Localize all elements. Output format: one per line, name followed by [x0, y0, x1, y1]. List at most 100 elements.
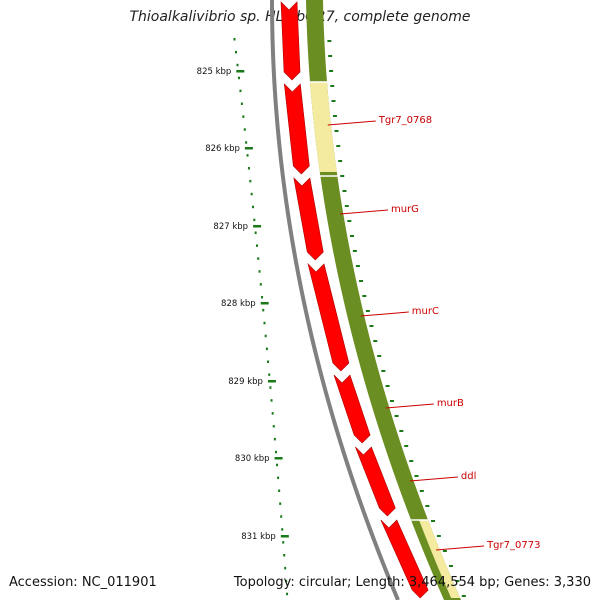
ruler-minor-tick: [265, 347, 268, 351]
orf-tick: [340, 175, 345, 177]
ruler-minor-tick: [254, 231, 257, 234]
ruler-minor-tick: [245, 141, 248, 144]
orf-tick: [404, 445, 409, 447]
ruler-major-tick: [274, 457, 283, 460]
ruler-minor-tick: [242, 115, 245, 118]
ruler-label: 827 kbp: [213, 222, 248, 232]
ruler-minor-tick: [272, 425, 275, 428]
orf-tick: [425, 505, 430, 507]
accession-label: Accession: NC_011901: [9, 575, 157, 590]
ruler-minor-tick: [274, 450, 277, 454]
orf-tick: [329, 70, 334, 72]
ruler-major-tick: [244, 147, 253, 150]
ruler-minor-tick: [257, 257, 260, 260]
ruler-minor-tick: [282, 541, 285, 544]
backbone-line: [270, 0, 400, 600]
orf-track: [306, 0, 461, 600]
ruler-minor-tick: [278, 489, 281, 492]
map-title: Thioalkalivibrio sp. HL-EbGR7, complete …: [129, 9, 471, 25]
ruler-minor-tick: [237, 76, 240, 80]
orf-tick: [449, 565, 454, 567]
ruler-label: 831 kbp: [241, 532, 276, 542]
ruler-major-tick: [260, 302, 269, 305]
ruler-minor-tick: [268, 373, 271, 376]
orf-tick: [385, 385, 390, 387]
orf-tick: [362, 295, 367, 297]
ruler-minor-tick: [233, 38, 236, 41]
ruler-minor-tick: [249, 179, 252, 183]
ruler-minor-tick: [270, 399, 273, 402]
orf-tick: [436, 535, 441, 537]
ruler-minor-tick: [251, 205, 254, 209]
cds-track: [280, 1, 429, 599]
genome-summary: Topology: circular; Length: 3,464,554 bp…: [233, 575, 591, 590]
ruler-minor-tick: [285, 579, 288, 583]
ruler-minor-tick: [253, 218, 256, 222]
ruler-minor-tick: [262, 308, 265, 312]
ruler-minor-tick: [243, 128, 246, 131]
ruler-minor-tick: [236, 63, 239, 67]
ruler-label: 825 kbp: [197, 67, 232, 77]
ruler-major-tick: [280, 535, 289, 538]
ruler-minor-tick: [276, 463, 279, 467]
cds-arrow: [333, 374, 371, 444]
ruler-minor-tick: [269, 386, 272, 389]
gene-pointer: [360, 311, 409, 317]
orf-tick: [461, 595, 466, 597]
ruler-minor-tick: [240, 102, 243, 105]
ruler-label: 829 kbp: [228, 377, 263, 387]
cds-arrow: [380, 519, 429, 599]
ruler-minor-tick: [246, 154, 249, 157]
orf-tick: [355, 265, 360, 267]
orf-tick: [330, 85, 335, 87]
orf-highlight: [309, 82, 337, 172]
cds-arrow: [307, 263, 350, 372]
ruler-minor-tick: [247, 167, 250, 170]
orf-tick: [381, 370, 386, 372]
ruler-minor-tick: [239, 89, 242, 93]
orf-tick: [336, 145, 341, 147]
ruler-minor-tick: [235, 50, 238, 54]
ruler-minor-tick: [259, 283, 262, 286]
gene-pointer: [436, 545, 485, 551]
orf-tick: [431, 520, 436, 522]
ruler-minor-tick: [279, 502, 282, 505]
orf-tick: [442, 550, 447, 552]
ruler-minor-tick: [281, 528, 284, 531]
gene-label: murC: [412, 306, 439, 317]
genome-backbone: [270, 0, 400, 600]
gene-labels: Tgr7_0768 murG murC murB ddl Tgr7_0773: [327, 115, 540, 551]
kbp-ruler: 825 kbp 826 kbp 827 kbp 828 kbp 829 kbp 830 k…: [197, 38, 466, 597]
ruler-major-tick: [267, 380, 276, 383]
orf-tick: [414, 475, 419, 477]
orf-tick: [419, 490, 424, 492]
orf-tick: [409, 460, 414, 462]
gene-label: Tgr7_0768: [378, 115, 432, 126]
gene-pointer: [339, 209, 389, 215]
ruler-major-tick: [236, 70, 245, 73]
orf-tick: [377, 355, 382, 357]
gene-pointer: [327, 120, 376, 126]
orf-band: [306, 0, 461, 600]
gene-pointer: [385, 403, 434, 409]
orf-tick: [344, 205, 349, 207]
gene-label: murG: [391, 204, 419, 215]
ruler-minor-tick: [264, 334, 267, 338]
cds-arrow: [293, 177, 324, 261]
ruler-minor-tick: [258, 270, 261, 273]
orf-tick: [369, 325, 374, 327]
orf-highlight: [419, 520, 461, 598]
ruler-minor-tick: [271, 412, 274, 415]
orf-tick: [373, 340, 378, 342]
ruler-minor-tick: [286, 592, 289, 596]
ruler-minor-tick: [283, 554, 286, 557]
orf-tick: [342, 190, 347, 192]
orf-tick: [352, 250, 357, 252]
ruler-label: 830 kbp: [235, 454, 270, 464]
orf-tick: [327, 40, 332, 42]
orf-tick: [365, 310, 370, 312]
gene-label: ddl: [461, 471, 476, 482]
cds-arrow: [283, 83, 310, 175]
ruler-minor-tick: [255, 244, 258, 247]
